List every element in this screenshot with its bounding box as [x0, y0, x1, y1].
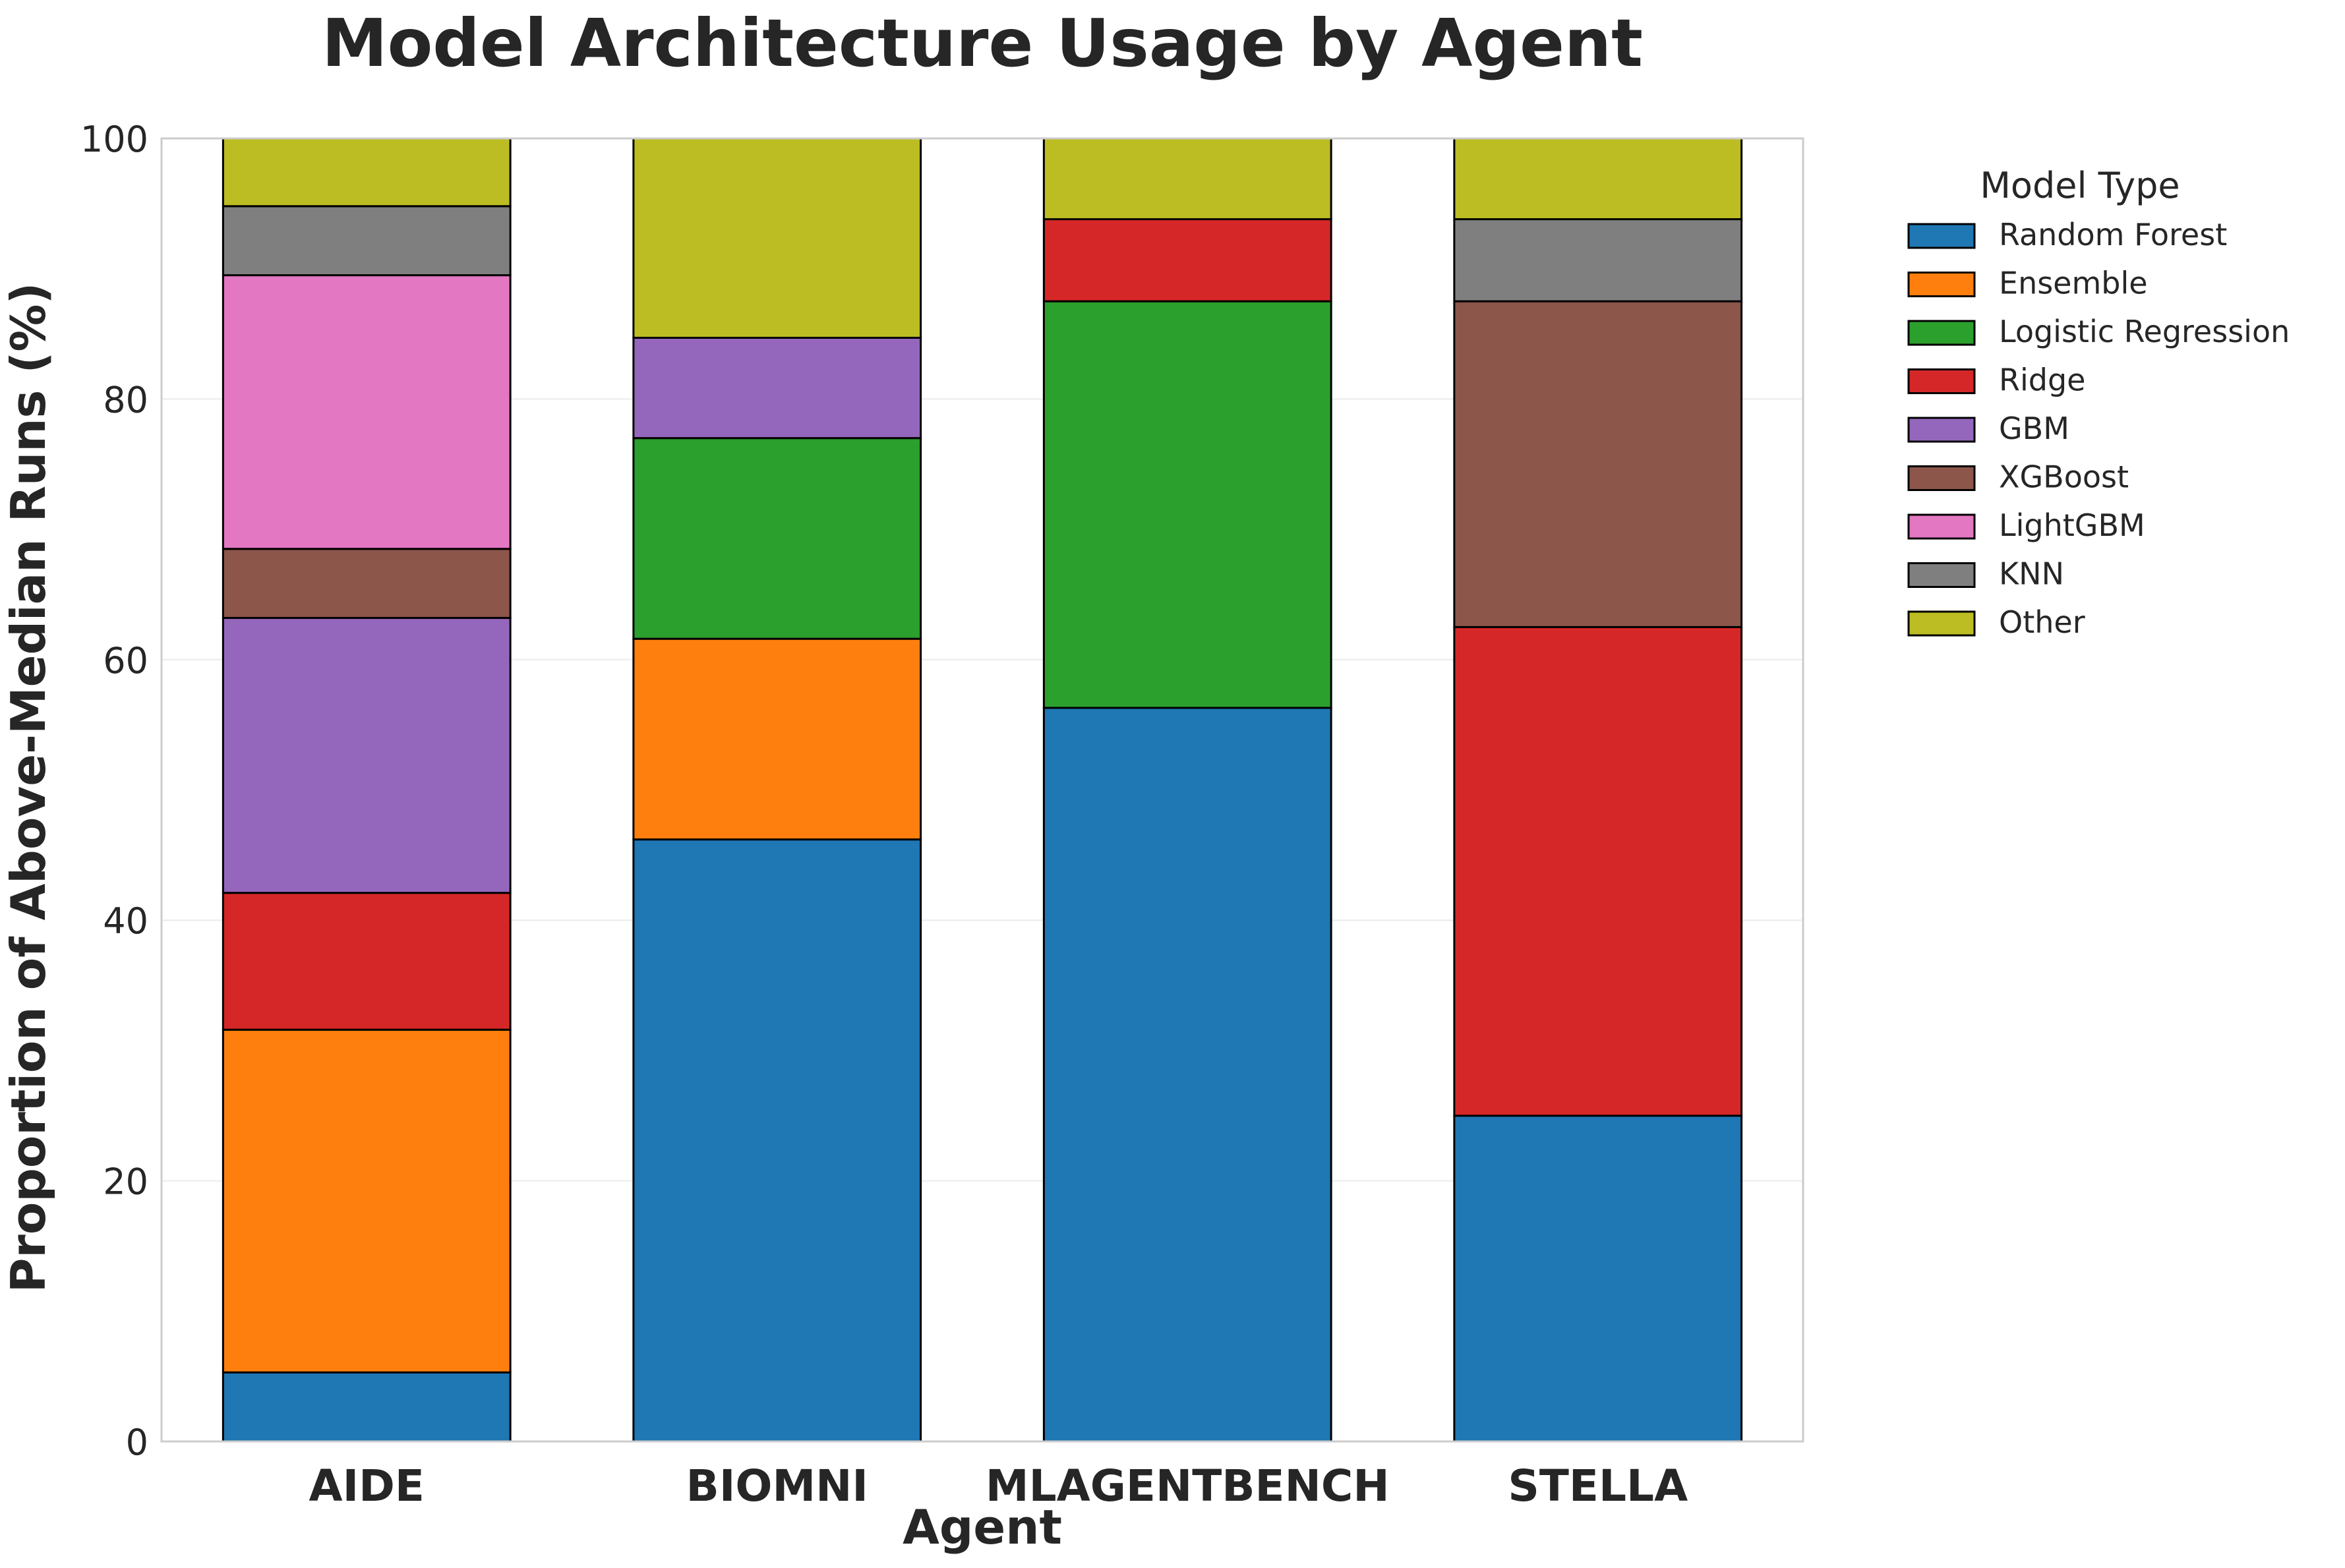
bar-segment-biomni-ensemble — [632, 637, 922, 841]
y-tick-label: 60 — [103, 640, 148, 682]
bar-segment-stella-ridge — [1453, 625, 1743, 1117]
bar-segment-mlagentbench-other — [1042, 137, 1332, 221]
bar-segment-aide-lightgbm — [222, 274, 512, 550]
bar-segment-mlagentbench-random-forest — [1042, 707, 1332, 1443]
y-tick-label: 0 — [126, 1422, 148, 1463]
legend-swatch — [1907, 368, 1976, 394]
legend-label: Ridge — [1999, 363, 2085, 398]
y-axis-label: Proportion of Above-Median Runs (%) — [1, 283, 56, 1293]
bar-segment-aide-other — [222, 137, 512, 208]
legend-swatch — [1907, 465, 1976, 491]
plot-frame — [160, 137, 1804, 1443]
bar-stack-mlagentbench — [1042, 137, 1332, 1443]
legend-label: GBM — [1999, 411, 2069, 446]
y-tick-label: 20 — [103, 1161, 148, 1203]
legend-label: Ensemble — [1999, 266, 2148, 301]
x-tick-label: AIDE — [309, 1461, 425, 1511]
legend-item-xgboost: XGBoost — [1907, 459, 2129, 495]
chart-title: Model Architecture Usage by Agent — [322, 5, 1643, 82]
bar-segment-biomni-gbm — [632, 336, 922, 440]
legend-label: Logistic Regression — [1999, 314, 2290, 349]
legend-title: Model Type — [1980, 165, 2180, 206]
legend-item-random-forest: Random Forest — [1907, 217, 2227, 252]
legend-label: XGBoost — [1999, 459, 2129, 495]
legend-item-other: Other — [1907, 604, 2085, 640]
legend-swatch — [1907, 610, 1976, 637]
legend-label: Random Forest — [1999, 217, 2227, 252]
y-tick-label: 80 — [103, 379, 148, 421]
legend-items: Random Forest Ensemble Logistic Regression… — [1907, 217, 2290, 640]
bar-segment-aide-ensemble — [222, 1028, 512, 1374]
bar-segment-stella-random-forest — [1453, 1115, 1743, 1443]
legend-label: LightGBM — [1999, 508, 2145, 543]
bars — [222, 137, 1743, 1443]
legend-swatch — [1907, 272, 1976, 297]
legend-label: KNN — [1999, 556, 2064, 592]
legend: Model Type Random Forest Ensemble Logistic… — [1907, 165, 2290, 640]
bar-segment-aide-random-forest — [222, 1371, 512, 1443]
bar-segment-biomni-logistic-regression — [632, 437, 922, 640]
bar-stack-biomni — [632, 137, 922, 1443]
bar-segment-biomni-other — [632, 137, 922, 339]
x-tick-label: MLAGENTBENCH — [986, 1461, 1390, 1511]
bar-stack-aide — [222, 137, 512, 1443]
bar-segment-aide-gbm — [222, 617, 512, 894]
legend-item-gbm: GBM — [1907, 411, 2069, 446]
bar-segment-stella-other — [1453, 137, 1743, 221]
bar-segment-stella-knn — [1453, 218, 1743, 303]
x-tick-label: BIOMNI — [686, 1461, 868, 1511]
bar-segment-stella-xgboost — [1453, 300, 1743, 628]
bar-segment-mlagentbench-ridge — [1042, 218, 1332, 303]
y-tick-label: 40 — [103, 900, 148, 942]
legend-swatch — [1907, 223, 1976, 249]
y-tick-label: 100 — [80, 119, 148, 160]
bar-segment-biomni-random-forest — [632, 838, 922, 1443]
legend-item-lightgbm: LightGBM — [1907, 508, 2145, 543]
legend-swatch — [1907, 562, 1976, 588]
bar-segment-aide-knn — [222, 205, 512, 277]
bar-segment-mlagentbench-logistic-regression — [1042, 300, 1332, 709]
legend-item-ensemble: Ensemble — [1907, 266, 2148, 301]
bar-segment-aide-ridge — [222, 892, 512, 1031]
bar-stack-stella — [1453, 137, 1743, 1443]
bar-segment-aide-xgboost — [222, 548, 512, 620]
legend-item-knn: KNN — [1907, 556, 2064, 592]
x-axis-label: Agent — [903, 1499, 1062, 1555]
x-tick-label: STELLA — [1508, 1461, 1688, 1511]
legend-swatch — [1907, 320, 1976, 346]
legend-swatch — [1907, 417, 1976, 443]
legend-item-ridge: Ridge — [1907, 363, 2085, 398]
tick-labels: 0 20 40 60 80 100 AIDE BIOMNI MLAGENTBENCH STELLA — [80, 119, 1688, 1511]
legend-swatch — [1907, 513, 1976, 540]
legend-label: Other — [1999, 604, 2085, 640]
legend-item-logistic-regression: Logistic Regression — [1907, 314, 2290, 349]
